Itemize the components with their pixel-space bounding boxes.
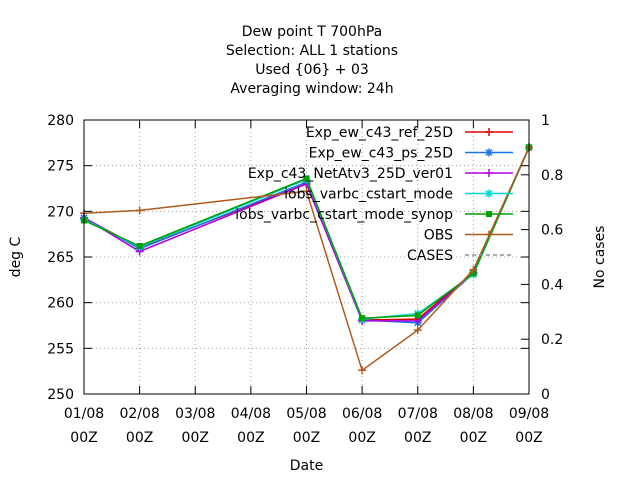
x-tick-label: 07/08 — [398, 406, 438, 422]
x-tick-label: 00Z — [404, 430, 431, 446]
x-tick-label: 00Z — [460, 430, 487, 446]
legend-label: CASES — [407, 248, 453, 264]
series-lines — [80, 143, 533, 375]
legend-label: OBS — [424, 228, 453, 244]
x-tick-label: 00Z — [348, 430, 375, 446]
point-marker — [136, 243, 143, 250]
chart-title: Dew point T 700hPa Selection: ALL 1 stati… — [226, 24, 398, 97]
legend-label: Exp_c43_NetAtv3_25D_ver01 — [248, 166, 453, 182]
grid — [84, 120, 529, 394]
y2-tick-label: 0.8 — [541, 168, 563, 184]
y-tick-label: 270 — [47, 204, 74, 220]
x-tick-label: 01/08 — [64, 406, 104, 422]
y-axis-label: deg C — [8, 236, 24, 277]
y2-tick-label: 0.4 — [541, 277, 563, 293]
y2-tick-label: 0.6 — [541, 223, 563, 239]
legend-label: iobs_varbc_cstart_mode — [284, 187, 453, 203]
x-tick-label: 08/08 — [453, 406, 493, 422]
x-tick-label: 02/08 — [119, 406, 159, 422]
axis-ticks: 250 255 260 265 270 275 280 0 0.2 0.4 0.6 0.8 1 01/08… — [47, 113, 563, 446]
point-marker — [414, 312, 421, 319]
x-axis-label: Date — [290, 458, 323, 474]
x-tick-label: 00Z — [293, 430, 320, 446]
y2-tick-label: 0 — [541, 387, 550, 403]
x-tick-label: 00Z — [182, 430, 209, 446]
legend-label: Exp_ew_c43_ref_25D — [306, 125, 453, 141]
x-tick-label: 03/08 — [175, 406, 215, 422]
x-tick-label: 00Z — [70, 430, 97, 446]
point-marker — [303, 175, 310, 182]
x-tick-label: 00Z — [515, 430, 542, 446]
point-marker — [485, 148, 493, 157]
x-tick-label: 04/08 — [231, 406, 271, 422]
x-tick-label: 00Z — [237, 430, 264, 446]
y-tick-label: 260 — [47, 296, 74, 312]
y-tick-label: 275 — [47, 159, 74, 175]
y2-tick-label: 1 — [541, 113, 550, 129]
title-line: Used {06} + 03 — [255, 62, 369, 78]
x-tick-label: 06/08 — [342, 406, 382, 422]
legend: Exp_ew_c43_ref_25D Exp_ew_c43_ps_25D Exp_c… — [235, 125, 513, 264]
point-marker — [485, 189, 493, 198]
point-marker — [359, 315, 366, 322]
y2-axis-label: No cases — [592, 226, 608, 289]
x-tick-label: 09/08 — [509, 406, 549, 422]
x-tick-label: 05/08 — [286, 406, 326, 422]
y2-tick-label: 0.2 — [541, 332, 563, 348]
legend-label: iobs_varbc_cstart_mode_synop — [235, 207, 453, 223]
point-marker — [486, 211, 492, 217]
x-tick-label: 00Z — [126, 430, 153, 446]
y-tick-label: 255 — [47, 341, 74, 357]
legend-label: Exp_ew_c43_ps_25D — [309, 146, 453, 162]
y-tick-label: 280 — [47, 113, 74, 129]
y-tick-label: 250 — [47, 387, 74, 403]
y-tick-label: 265 — [47, 250, 74, 266]
title-line: Dew point T 700hPa — [242, 24, 382, 40]
title-line: Averaging window: 24h — [230, 81, 393, 97]
title-line: Selection: ALL 1 stations — [226, 43, 398, 59]
